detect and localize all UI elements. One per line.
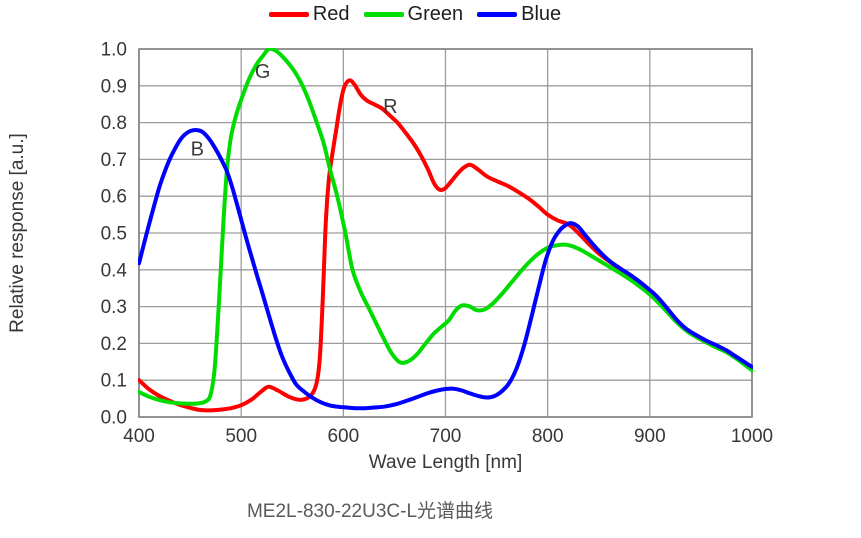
x-tick-label: 600 <box>327 426 359 447</box>
y-axis-title: Relative response [a.u.] <box>7 133 28 333</box>
chart-legend: Red Green Blue <box>0 1 830 27</box>
legend-item-green: Green <box>363 3 464 25</box>
y-tick-label: 0.5 <box>101 224 127 245</box>
y-tick-label: 0.2 <box>101 334 127 355</box>
curve-label-g: G <box>255 61 271 83</box>
legend-item-red: Red <box>268 3 350 25</box>
spectral-curve-green <box>138 48 753 406</box>
y-tick-label: 0.4 <box>101 260 128 281</box>
y-tick-label: 0.3 <box>101 297 127 318</box>
red-line-swatch <box>268 11 309 17</box>
plot-border <box>138 48 753 418</box>
y-tick-label: 0.8 <box>101 113 127 134</box>
x-tick-label: 400 <box>123 426 155 447</box>
curve-label-r: R <box>383 96 397 118</box>
y-tick-label: 0.1 <box>101 371 127 392</box>
blue-line-swatch <box>477 11 518 17</box>
y-tick-label: 0.7 <box>101 150 127 171</box>
curve-label-b: B <box>191 138 204 160</box>
y-tick-label: 0.9 <box>101 76 127 97</box>
x-tick-label: 800 <box>532 426 564 447</box>
x-axis-title: Wave Length [nm] <box>368 452 523 473</box>
y-tick-label: 0.0 <box>101 408 127 429</box>
spectral-curve-blue <box>138 127 753 411</box>
x-tick-label: 900 <box>634 426 666 447</box>
y-tick-label: 1.0 <box>101 40 127 61</box>
legend-label-green: Green <box>407 3 464 25</box>
x-tick-label: 700 <box>430 426 462 447</box>
x-tick-label: 500 <box>225 426 257 447</box>
figure-caption: ME2L-830-22U3C-L光谱曲线 <box>246 501 494 522</box>
green-line-swatch <box>363 11 404 17</box>
legend-label-blue: Blue <box>521 3 562 25</box>
legend-label-red: Red <box>312 3 350 25</box>
x-tick-label: 1000 <box>731 426 773 447</box>
y-tick-label: 0.6 <box>101 187 127 208</box>
legend-item-blue: Blue <box>477 4 561 24</box>
